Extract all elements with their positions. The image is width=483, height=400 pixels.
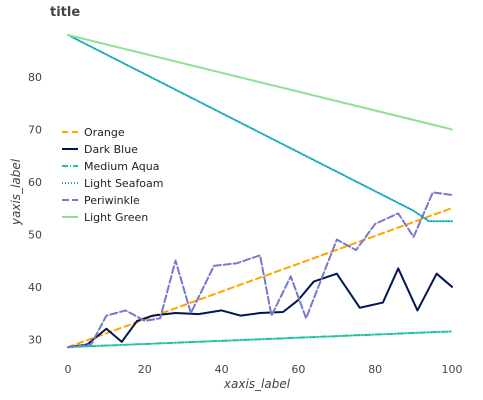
series-lines — [67, 34, 453, 349]
chart-title: title — [50, 5, 80, 20]
x-tick-label: 0 — [65, 363, 72, 376]
x-tick-label: 60 — [291, 363, 305, 376]
legend-label: Dark Blue — [84, 143, 138, 156]
y-tick-label: 60 — [28, 176, 42, 189]
y-tick-label: 50 — [28, 228, 42, 241]
legend-label: Light Seafoam — [84, 177, 164, 190]
y-tick-label: 70 — [28, 123, 42, 136]
x-tick-label: 80 — [368, 363, 382, 376]
y-tick-label: 30 — [28, 333, 42, 346]
series-line-orange — [67, 207, 453, 349]
series-line-dark-blue — [67, 267, 453, 349]
y-axis-title: yaxis_label — [9, 158, 23, 226]
legend: Orange Dark Blue Medium Aqua Light Seafoam P… — [62, 126, 164, 224]
series-line-light-seafoam — [67, 34, 453, 223]
series-line-medium-aqua — [67, 330, 453, 349]
legend-label: Medium Aqua — [84, 160, 160, 173]
axis-ticks: 0 20 40 60 80 100 30 40 50 60 70 80 — [28, 71, 463, 376]
y-tick-label: 80 — [28, 71, 42, 84]
y-tick-label: 40 — [28, 281, 42, 294]
x-tick-label: 40 — [215, 363, 229, 376]
x-axis-title: xaxis_label — [223, 377, 291, 391]
series-line-light-green — [67, 34, 453, 131]
x-tick-label: 20 — [138, 363, 152, 376]
legend-label: Light Green — [84, 211, 148, 224]
x-tick-label: 100 — [442, 363, 463, 376]
series-line-periwinkle — [67, 191, 453, 349]
legend-label: Periwinkle — [84, 194, 140, 207]
legend-label: Orange — [84, 126, 125, 139]
